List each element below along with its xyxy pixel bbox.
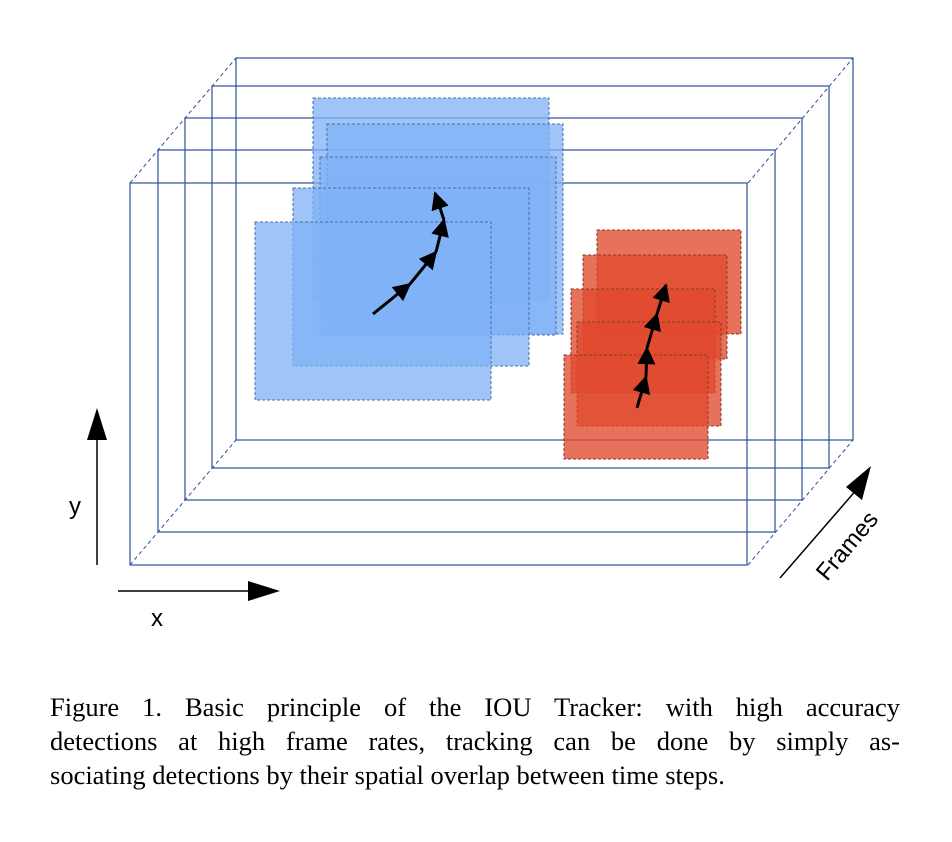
y-axis: y — [69, 408, 107, 565]
y-axis-arrowhead — [87, 408, 107, 440]
red-track-arrow-4 — [652, 283, 670, 315]
blue-track-arrow-2 — [408, 250, 438, 285]
x-axis-arrowhead — [248, 581, 280, 601]
x-axis: x — [118, 581, 280, 632]
red-track-arrow-1 — [632, 375, 651, 409]
red-track — [632, 283, 670, 409]
blue-track — [372, 191, 449, 316]
caption-line-1: Figure 1. Basic principle of the IOU Tra… — [50, 692, 900, 722]
red-detections — [563, 229, 742, 460]
frame-depth-connectors — [129, 57, 854, 566]
blue-track-arrow-1 — [372, 282, 412, 316]
blue-detection-1 — [254, 221, 492, 401]
frames-axis-label: Frames — [811, 506, 884, 586]
red-track-arrow-2 — [637, 346, 656, 378]
figure-caption: Figure 1. Basic principle of the IOU Tra… — [50, 690, 900, 792]
blue-track-arrow-4 — [431, 191, 449, 221]
caption-line-2: detections at high frame rates, tracking… — [50, 726, 900, 756]
iou-tracker-diagram: y x Frames — [69, 57, 884, 632]
blue-track-arrow-3 — [431, 218, 449, 253]
x-axis-label: x — [151, 605, 163, 632]
red-track-arrow-3 — [643, 312, 662, 349]
frames-axis: Frames — [779, 466, 884, 586]
blue-detections — [254, 97, 564, 401]
frames-axis-arrowhead — [846, 466, 871, 500]
frame-5 — [235, 57, 854, 441]
frame-4 — [211, 85, 830, 469]
caption-line-3: sociating detections by their spatial ov… — [50, 760, 725, 790]
y-axis-label: y — [69, 493, 81, 520]
